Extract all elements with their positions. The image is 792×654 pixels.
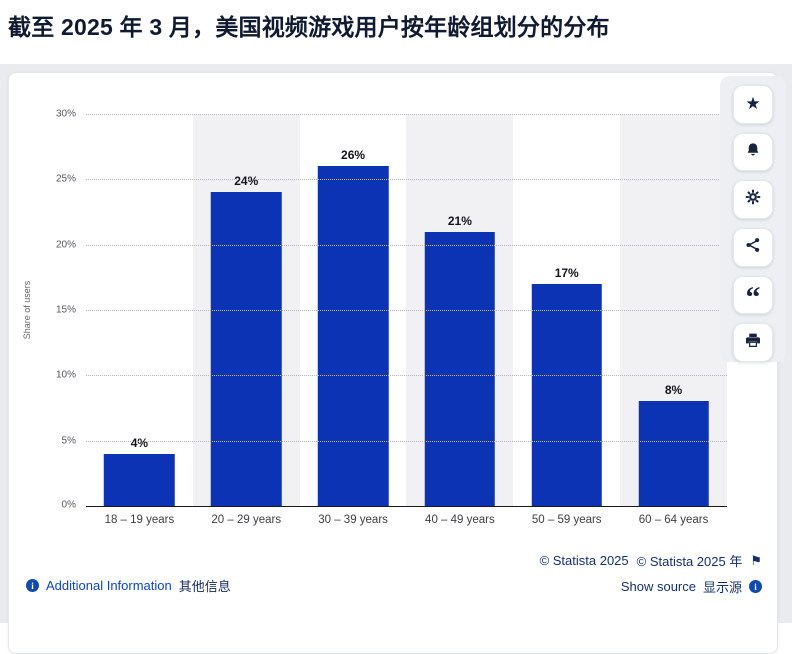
bar[interactable]: 4% bbox=[104, 436, 175, 506]
cite-button[interactable]: “ bbox=[733, 275, 773, 315]
gridline: 15% bbox=[56, 305, 727, 316]
show-source-label-zh: 显示源 bbox=[702, 580, 742, 595]
x-axis-label: 50 – 59 years bbox=[531, 514, 602, 526]
share-icon bbox=[744, 236, 762, 259]
print-button[interactable] bbox=[733, 323, 773, 363]
additional-information-label-zh: 其他信息 bbox=[178, 579, 231, 594]
quote-icon: “ bbox=[745, 281, 761, 315]
bar-value-label: 26% bbox=[341, 148, 366, 163]
chart-card: Share of users 4% 24% 26% 21% 17% 8% 0% 5% 10% 1… bbox=[8, 72, 778, 654]
y-axis-tick: 25% bbox=[55, 173, 76, 185]
plot-area: 4% 24% 26% 21% 17% 8% 0% 5% 10% 15% 20% 25% 30% bbox=[56, 109, 727, 511]
y-axis-tick: 5% bbox=[61, 435, 76, 447]
flag-icon[interactable]: ⚑ bbox=[750, 552, 762, 568]
action-toolbar: ★ “ bbox=[720, 76, 786, 363]
y-axis-tick: 0% bbox=[61, 499, 76, 511]
y-axis-tick: 15% bbox=[55, 304, 76, 316]
copyright-zh: © Statista 2025 年 bbox=[636, 554, 743, 569]
notification-button[interactable] bbox=[733, 132, 773, 172]
bar-value-label: 4% bbox=[130, 435, 149, 450]
bar[interactable]: 17% bbox=[531, 266, 602, 506]
show-source-label-en: Show source bbox=[620, 579, 696, 594]
print-icon bbox=[744, 331, 762, 354]
copyright-line: © Statista 2025 © Statista 2025 年 ⚑ bbox=[540, 551, 762, 570]
bar[interactable]: 26% bbox=[317, 148, 389, 506]
bar-value-label: 21% bbox=[447, 213, 472, 228]
favorite-button[interactable]: ★ bbox=[733, 85, 773, 124]
gridline: 25% bbox=[56, 174, 727, 185]
gear-icon bbox=[744, 188, 762, 211]
gridline: 30% bbox=[56, 109, 727, 120]
gridline: 20% bbox=[56, 239, 727, 250]
star-icon: ★ bbox=[745, 93, 761, 113]
bar[interactable]: 24% bbox=[210, 174, 282, 506]
y-axis-tick: 10% bbox=[55, 369, 76, 381]
chart-column: 17% bbox=[513, 114, 620, 506]
show-source-link[interactable]: Show source 显示源 i bbox=[621, 577, 762, 596]
bar-value-label: 17% bbox=[554, 265, 579, 280]
source-info-icon: i bbox=[749, 580, 762, 593]
y-axis-tick: 20% bbox=[55, 239, 76, 251]
chart-column: 26% bbox=[300, 114, 407, 506]
gridline: 10% bbox=[56, 370, 727, 381]
bar-value-label: 8% bbox=[664, 383, 683, 398]
chart-column: 4% bbox=[86, 114, 193, 506]
settings-button[interactable] bbox=[733, 180, 773, 220]
x-axis-label: 40 – 49 years bbox=[425, 514, 495, 526]
gridline: 5% bbox=[62, 435, 727, 446]
copyright-en: © Statista 2025 bbox=[539, 553, 629, 568]
page-title: 截至 2025 年 3 月，美国视频游戏用户按年龄组划分的分布 bbox=[8, 14, 610, 40]
additional-information-label-en: Additional Information bbox=[46, 578, 172, 593]
bell-icon bbox=[744, 141, 762, 164]
share-button[interactable] bbox=[733, 228, 773, 267]
y-axis-tick: 30% bbox=[55, 108, 76, 120]
bar[interactable]: 21% bbox=[424, 214, 496, 506]
x-axis-label: 60 – 64 years bbox=[638, 514, 709, 526]
x-axis-label: 30 – 39 years bbox=[318, 514, 388, 526]
page-header: 截至 2025 年 3 月，美国视频游戏用户按年龄组划分的分布 bbox=[0, 0, 792, 64]
additional-information-link[interactable]: i Additional Information 其他信息 bbox=[26, 576, 231, 595]
info-icon: i bbox=[26, 579, 39, 592]
x-axis-label: 18 – 19 years bbox=[104, 514, 175, 526]
y-axis-title: Share of users bbox=[22, 280, 32, 340]
bar[interactable]: 8% bbox=[638, 383, 709, 506]
x-axis-label: 20 – 29 years bbox=[211, 514, 282, 526]
bar-value-label: 24% bbox=[234, 174, 259, 189]
x-axis-labels: 18 – 19 years 20 – 29 years 30 – 39 years 4… bbox=[86, 514, 727, 526]
